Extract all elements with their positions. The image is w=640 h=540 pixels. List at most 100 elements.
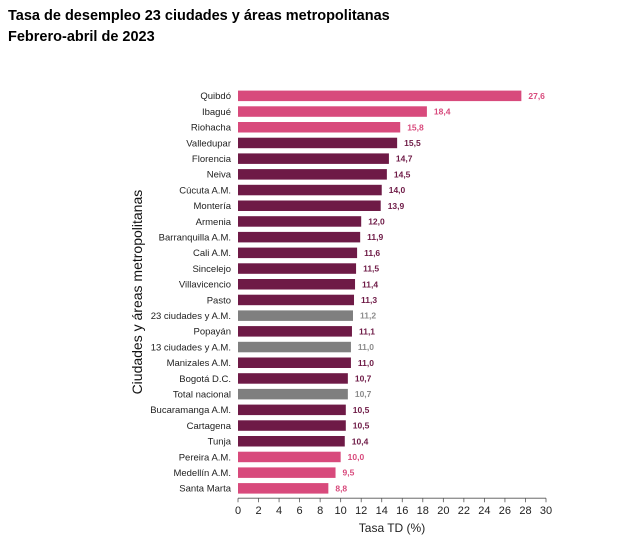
bars-group bbox=[238, 91, 521, 494]
bar bbox=[238, 358, 351, 369]
value-labels-group: 27,6 18,4 15,8 15,5 14,7 14,5 14,0 13,912,0 11,9… bbox=[335, 91, 545, 494]
x-tick-label: 24 bbox=[478, 505, 490, 517]
value-label: 15,8 bbox=[407, 122, 424, 132]
category-label: Tunja bbox=[208, 437, 232, 448]
bar bbox=[238, 483, 328, 494]
value-label: 10,7 bbox=[355, 389, 372, 399]
category-label: Bucaramanga A.M. bbox=[150, 405, 231, 416]
value-label: 11,9 bbox=[367, 232, 383, 242]
x-tick-label: 12 bbox=[355, 505, 367, 517]
bar bbox=[238, 420, 346, 431]
bar bbox=[238, 248, 357, 259]
bar bbox=[238, 436, 345, 447]
bar bbox=[238, 263, 356, 274]
bar bbox=[238, 452, 341, 463]
x-tick-label: 16 bbox=[396, 505, 408, 517]
category-label: Riohacha bbox=[191, 123, 232, 134]
bar bbox=[238, 405, 346, 416]
category-label: Florencia bbox=[192, 154, 232, 165]
x-tick-label: 2 bbox=[255, 505, 261, 517]
value-label: 10,4 bbox=[352, 436, 369, 446]
x-tick-label: 28 bbox=[519, 505, 531, 517]
x-tick-label: 0 bbox=[235, 505, 241, 517]
value-label: 8,8 bbox=[335, 483, 347, 493]
category-label: Ibagué bbox=[202, 107, 231, 118]
value-label: 14,5 bbox=[394, 169, 411, 179]
bar bbox=[238, 342, 351, 353]
value-label: 9,5 bbox=[343, 468, 355, 478]
bar bbox=[238, 122, 400, 133]
category-label: Neiva bbox=[207, 170, 232, 181]
value-label: 11,1 bbox=[359, 326, 375, 336]
category-label: Valledupar bbox=[186, 138, 231, 149]
category-label: Barranquilla A.M. bbox=[159, 232, 231, 243]
category-label: Armenia bbox=[196, 217, 232, 228]
category-label: Pereira A.M. bbox=[179, 452, 231, 463]
value-label: 11,4 bbox=[362, 279, 378, 289]
bar bbox=[238, 169, 387, 180]
category-label: 13 ciudades y A.M. bbox=[151, 342, 231, 353]
bar bbox=[238, 185, 382, 196]
category-label: Medellín A.M. bbox=[173, 468, 231, 479]
x-tick-label: 30 bbox=[540, 505, 552, 517]
value-label: 13,9 bbox=[388, 201, 405, 211]
bar bbox=[238, 216, 361, 227]
category-label: Santa Marta bbox=[179, 484, 231, 495]
bar bbox=[238, 201, 381, 212]
x-tick-label: 18 bbox=[417, 505, 429, 517]
category-label: Cartagena bbox=[187, 421, 232, 432]
category-label: Cali A.M. bbox=[193, 248, 231, 259]
category-label: Quibdó bbox=[200, 91, 231, 102]
value-label: 14,7 bbox=[396, 154, 413, 164]
value-label: 11,2 bbox=[360, 311, 376, 321]
category-label: Popayán bbox=[193, 327, 231, 338]
x-tick-label: 4 bbox=[276, 505, 282, 517]
bar bbox=[238, 467, 336, 478]
value-label: 10,0 bbox=[348, 452, 365, 462]
bar bbox=[238, 106, 427, 117]
category-label: Total nacional bbox=[173, 389, 231, 400]
bar bbox=[238, 153, 389, 164]
bar bbox=[238, 232, 360, 243]
x-tick-label: 10 bbox=[335, 505, 347, 517]
category-label: 23 ciudades y A.M. bbox=[151, 311, 231, 322]
value-label: 14,0 bbox=[389, 185, 406, 195]
bar bbox=[238, 310, 353, 321]
bar bbox=[238, 373, 348, 384]
bar bbox=[238, 138, 397, 149]
category-label: Pasto bbox=[207, 295, 231, 306]
x-tick-label: 8 bbox=[317, 505, 323, 517]
x-tick-label: 26 bbox=[499, 505, 511, 517]
x-tick-label: 6 bbox=[297, 505, 303, 517]
bar bbox=[238, 326, 352, 337]
category-labels-group: Quibdó Ibagué Riohacha Valledupar Florencia N… bbox=[150, 91, 232, 495]
value-label: 27,6 bbox=[528, 91, 545, 101]
value-label: 11,0 bbox=[358, 342, 374, 352]
value-label: 10,7 bbox=[355, 373, 372, 383]
bar bbox=[238, 389, 348, 400]
category-label: Bogotá D.C. bbox=[179, 374, 231, 385]
bar bbox=[238, 295, 354, 306]
y-axis-title: Ciudades y áreas metropolitanas bbox=[129, 190, 145, 395]
value-label: 11,5 bbox=[363, 264, 379, 274]
x-tick-label: 14 bbox=[376, 505, 388, 517]
value-label: 10,5 bbox=[353, 405, 370, 415]
value-label: 11,0 bbox=[358, 358, 374, 368]
bar bbox=[238, 91, 521, 102]
value-label: 12,0 bbox=[368, 216, 385, 226]
bar-chart: Quibdó Ibagué Riohacha Valledupar Florencia N… bbox=[0, 0, 640, 540]
category-label: Cúcuta A.M. bbox=[179, 185, 231, 196]
category-label: Villavicencio bbox=[179, 280, 231, 291]
x-axis-title: Tasa TD (%) bbox=[359, 521, 425, 535]
value-label: 11,6 bbox=[364, 248, 380, 258]
value-label: 11,3 bbox=[361, 295, 377, 305]
x-tick-label: 20 bbox=[437, 505, 449, 517]
value-label: 15,5 bbox=[404, 138, 421, 148]
bar bbox=[238, 279, 355, 290]
category-label: Manizales A.M. bbox=[167, 358, 231, 369]
x-tick-label: 22 bbox=[458, 505, 470, 517]
value-label: 18,4 bbox=[434, 107, 451, 117]
value-label: 10,5 bbox=[353, 421, 370, 431]
x-ticks-group: 0 2 4 6 8 10 12 14 16 18 20 22 24 26 28 30 bbox=[235, 498, 552, 517]
category-label: Sincelejo bbox=[192, 264, 231, 275]
